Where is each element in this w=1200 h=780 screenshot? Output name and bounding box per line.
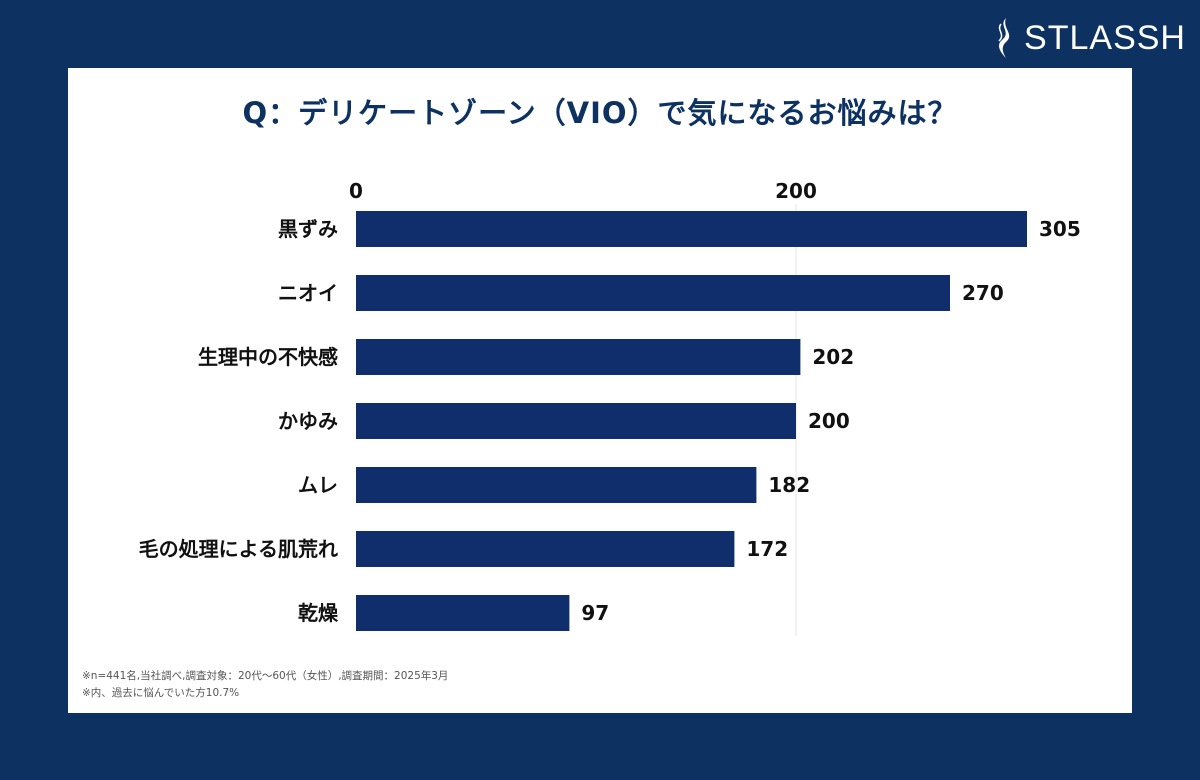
bar-chart: 0 200 黒ずみ 305 ニオイ 270 生理中の不快感 202 かゆみ 200 ムレ 182 毛の処… bbox=[139, 179, 1081, 636]
category-label: 黒ずみ bbox=[278, 217, 338, 241]
category-label: かゆみ bbox=[278, 409, 338, 433]
value-label: 172 bbox=[746, 537, 788, 561]
value-label: 97 bbox=[581, 601, 609, 625]
category-label: ニオイ bbox=[278, 281, 338, 305]
bar bbox=[356, 275, 950, 311]
category-label: 生理中の不快感 bbox=[198, 345, 338, 369]
bar bbox=[356, 403, 796, 439]
bar bbox=[356, 531, 735, 567]
chart-card: Q：デリケートゾーン（VIO）で気になるお悩みは？ 0 200 黒ずみ 305 ニオイ 2… bbox=[68, 68, 1132, 713]
bar bbox=[356, 339, 801, 375]
footnotes: ※n=441名,当社調べ,調査対象：20代〜60代（女性）,調査期間：2025年… bbox=[82, 668, 448, 702]
value-label: 305 bbox=[1039, 217, 1081, 241]
x-tick-label: 200 bbox=[775, 179, 817, 203]
category-label: 毛の処理による肌荒れ bbox=[139, 537, 338, 561]
bar bbox=[356, 595, 570, 631]
brand-name: STLASSH bbox=[1024, 18, 1186, 57]
bar bbox=[356, 467, 757, 503]
footnote-past: ※内、過去に悩んでいた方10.7% bbox=[82, 687, 240, 699]
chart-title: Q：デリケートゾーン（VIO）で気になるお悩みは？ bbox=[242, 96, 958, 130]
footnote-sample: ※n=441名,当社調べ,調査対象：20代〜60代（女性）,調査期間：2025年… bbox=[82, 670, 449, 682]
value-label: 270 bbox=[962, 281, 1004, 305]
x-tick-label: 0 bbox=[349, 179, 363, 203]
category-label: 乾燥 bbox=[298, 601, 339, 625]
value-label: 182 bbox=[768, 473, 810, 497]
value-label: 202 bbox=[812, 345, 854, 369]
category-label: ムレ bbox=[298, 473, 338, 497]
brand-logo: STLASSH bbox=[992, 16, 1186, 60]
value-label: 200 bbox=[808, 409, 850, 433]
bar bbox=[356, 211, 1027, 247]
flame-s-icon bbox=[998, 18, 1010, 58]
